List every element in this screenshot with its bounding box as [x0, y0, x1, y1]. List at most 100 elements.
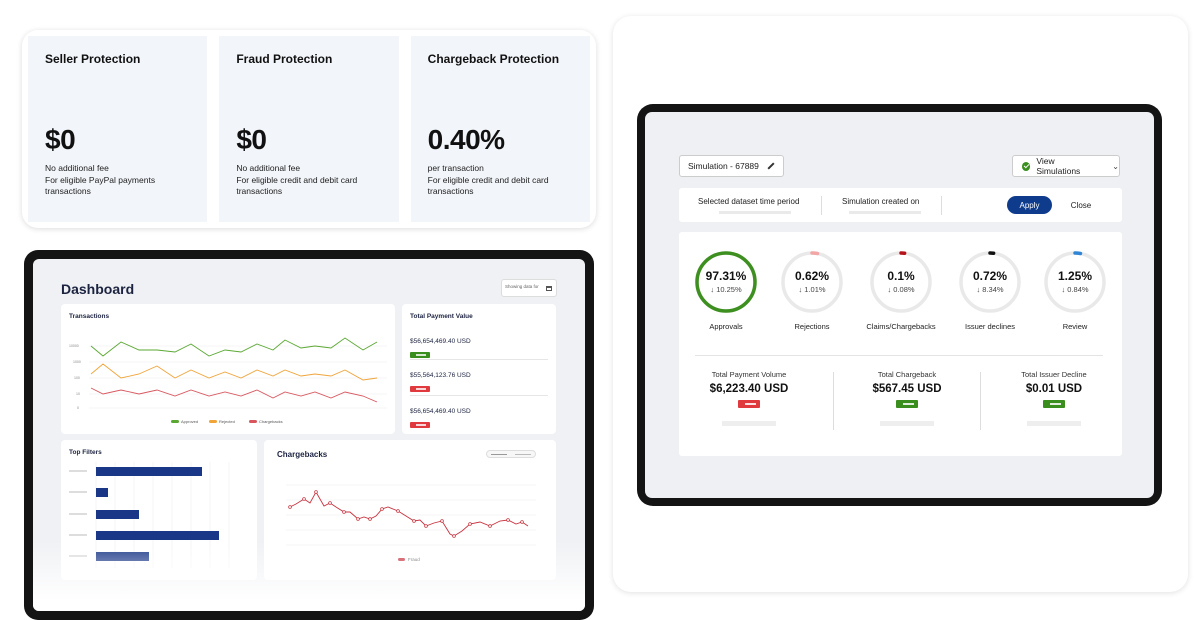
- metric-ring: 97.31% ↓ 10.25%: [694, 250, 758, 314]
- plan-seller-protection: Seller Protection $0 No additional fee F…: [28, 36, 208, 222]
- metric-label: Claims/Chargebacks: [866, 322, 936, 331]
- ytick-label: 0: [77, 406, 79, 410]
- plan-description: No additional fee For eligible credit an…: [236, 163, 386, 198]
- top-filters-panel: Top Filters: [61, 440, 257, 580]
- edit-icon[interactable]: [767, 162, 775, 170]
- divider: [980, 372, 981, 430]
- series-fraud-line: [289, 491, 529, 537]
- total-label: Total Payment Volume: [711, 370, 787, 379]
- trend-badge-green: [1043, 400, 1065, 408]
- placeholder-bar: [722, 421, 776, 426]
- tpv-value: $55,564,123.76 USD: [410, 372, 471, 379]
- metric-ring: 1.25% ↓ 0.84%: [1043, 250, 1107, 314]
- transactions-panel: Transactions 10000 1000 100 10 0: [61, 304, 395, 434]
- simulation-name-chip[interactable]: Simulation - 67889: [679, 155, 784, 177]
- created-on-value[interactable]: [849, 211, 921, 214]
- dataset-period-value[interactable]: [719, 211, 791, 214]
- legend-swatch: [398, 558, 405, 561]
- panel-title: Top Filters: [69, 449, 102, 456]
- view-simulations-label: View Simulations: [1036, 156, 1081, 176]
- chevron-down-icon: ⌄: [1112, 161, 1119, 171]
- calendar-icon: [546, 286, 552, 291]
- metric-value: 0.62%: [794, 269, 830, 283]
- total-issuer-decline: Total Issuer Decline $0.01 USD: [989, 370, 1119, 426]
- simulation-screen: Simulation - 67889 View Simulations ⌄ Se…: [645, 112, 1154, 498]
- chargebacks-chart: Fraud: [286, 484, 536, 562]
- divider: [833, 372, 834, 430]
- legend-label: Chargebacks: [259, 419, 283, 424]
- chargebacks-gridlines: [286, 484, 536, 546]
- series-rejected-line: [90, 363, 378, 381]
- view-simulations-button[interactable]: View Simulations ⌄: [1012, 155, 1120, 177]
- series-approved-line: [90, 337, 378, 357]
- trend-badge-red: [410, 386, 430, 392]
- tpv-value: $56,654,469.40 USD: [410, 338, 471, 345]
- metric-delta: ↓ 1.01%: [798, 285, 826, 294]
- chargebacks-panel: Chargebacks Fraud: [264, 440, 556, 580]
- dashboard-tablet: Dashboard Showing data for Transactions …: [24, 250, 594, 620]
- total-value: $567.45 USD: [872, 383, 942, 395]
- total-value: $6,223.40 USD: [709, 383, 789, 395]
- ytick-label: 10000: [69, 344, 79, 348]
- plan-title: Fraud Protection: [236, 52, 333, 66]
- metric-delta: ↓ 8.34%: [976, 285, 1004, 294]
- page-title: Dashboard: [61, 281, 135, 297]
- panel-title: Chargebacks: [277, 450, 328, 459]
- bar: [96, 552, 149, 561]
- panel-title: Transactions: [69, 313, 110, 320]
- ytick-label: 100: [74, 376, 80, 380]
- metric-value: 0.1%: [887, 269, 915, 283]
- plan-description: No additional fee For eligible PayPal pa…: [45, 163, 195, 198]
- plan-price: 0.40%: [427, 124, 505, 155]
- top-filters-category-placeholders: [69, 470, 87, 557]
- bar: [96, 488, 108, 497]
- date-range-picker[interactable]: Showing data for: [501, 279, 557, 297]
- progress-ring: [870, 251, 932, 313]
- metric-delta: ↓ 0.08%: [887, 285, 915, 294]
- dashboard-screen: Dashboard Showing data for Transactions …: [33, 259, 585, 611]
- simulation-filter-bar: Selected dataset time period Simulation …: [679, 188, 1122, 222]
- trend-badge-green: [896, 400, 918, 408]
- tpv-value: $56,654,469.40 USD: [410, 408, 471, 415]
- metric-ring: 0.72% ↓ 8.34%: [958, 250, 1022, 314]
- plan-chargeback-protection: Chargeback Protection 0.40% per transact…: [410, 36, 590, 222]
- metric-ring: 0.62% ↓ 1.01%: [780, 250, 844, 314]
- metric-delta: ↓ 10.25%: [710, 285, 742, 294]
- plan-title: Seller Protection: [45, 52, 141, 66]
- total-payment-value-panel: Total Payment Value $56,654,469.40 USD $…: [402, 304, 556, 434]
- plan-fee-line: No additional fee: [45, 163, 109, 173]
- progress-ring: [1044, 251, 1106, 313]
- created-on-label: Simulation created on: [842, 197, 920, 206]
- plan-fee-line: No additional fee: [236, 163, 301, 173]
- top-filters-chart: [69, 462, 230, 568]
- plan-fee-line: per transaction: [427, 163, 484, 173]
- apply-button[interactable]: Apply: [1007, 196, 1052, 214]
- metric-value: 1.25%: [1057, 269, 1093, 283]
- close-button[interactable]: Close: [1070, 200, 1092, 210]
- chart-range-toggle[interactable]: [486, 450, 536, 458]
- simulation-name: Simulation - 67889: [688, 161, 759, 171]
- divider: [941, 196, 942, 215]
- dataset-period-label: Selected dataset time period: [698, 197, 800, 206]
- panel-title: Total Payment Value: [410, 313, 473, 320]
- transactions-legend: Approved Rejected Chargebacks: [171, 419, 283, 424]
- plan-fraud-protection: Fraud Protection $0 No additional fee Fo…: [219, 36, 399, 222]
- ytick-label: 1000: [73, 360, 81, 364]
- pricing-card: Seller Protection $0 No additional fee F…: [22, 30, 596, 228]
- progress-ring: [781, 251, 843, 313]
- metric-ring: 0.1% ↓ 0.08%: [869, 250, 933, 314]
- transactions-gridlines: [89, 345, 387, 409]
- check-circle-icon: [1022, 161, 1031, 171]
- total-label: Total Issuer Decline: [1021, 370, 1087, 379]
- transactions-chart: 10000 1000 100 10 0 Approved Rejected Ch…: [69, 337, 387, 424]
- legend-label: Fraud: [408, 557, 420, 562]
- progress-ring: [959, 251, 1021, 313]
- series-chargebacks-line: [90, 387, 378, 403]
- plan-price: $0: [236, 124, 267, 155]
- divider: [410, 359, 548, 360]
- total-value: $0.01 USD: [1025, 383, 1083, 395]
- total-payment-volume: Total Payment Volume $6,223.40 USD: [684, 370, 814, 426]
- divider: [695, 355, 1103, 356]
- divider: [410, 395, 548, 396]
- metric-delta: ↓ 0.84%: [1061, 285, 1089, 294]
